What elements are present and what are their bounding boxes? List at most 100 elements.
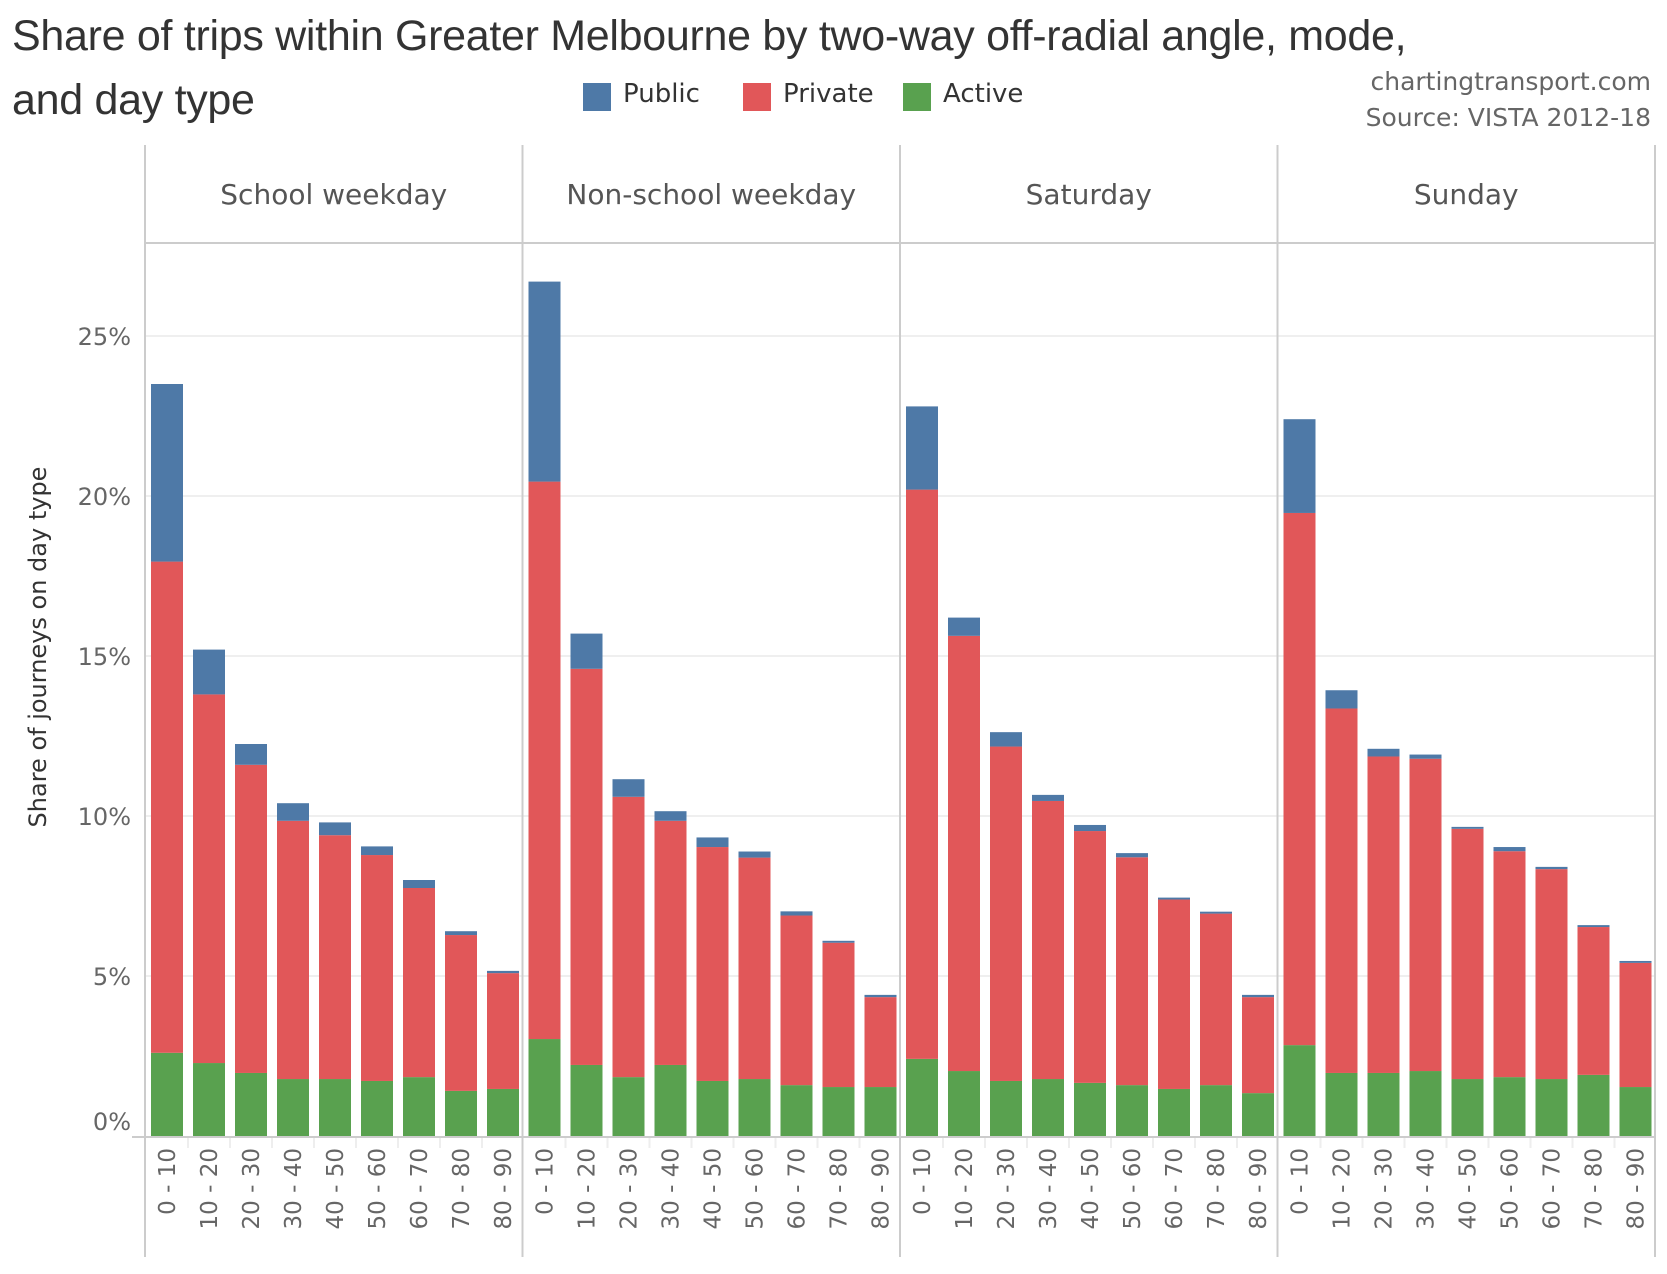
bar-segment-public <box>906 406 938 490</box>
legend-swatch-public <box>583 83 611 111</box>
bar-segment-private <box>570 668 603 1065</box>
bar-segment-private <box>948 635 980 1072</box>
bar-segment-private <box>528 481 561 1040</box>
bar-segment-private <box>445 935 477 1091</box>
bar-segment-active <box>1200 1085 1232 1136</box>
x-tick-label: 80 - 90 <box>1624 1148 1650 1229</box>
bar-segment-active <box>1074 1082 1106 1136</box>
y-tick-label: 15% <box>78 643 131 671</box>
bar-segment-active <box>1032 1079 1064 1136</box>
bar-segment-public <box>361 846 393 856</box>
bar-segment-private <box>822 942 855 1088</box>
bar-segment-public <box>1409 754 1442 759</box>
bar-segment-public <box>864 994 897 998</box>
x-tick-label: 20 - 30 <box>239 1148 265 1229</box>
bar-segment-active <box>1158 1088 1190 1136</box>
bar-segment-public <box>1325 690 1358 709</box>
bar-segment-active <box>822 1087 855 1136</box>
bar-segment-active <box>864 1087 897 1136</box>
legend-swatch-private <box>743 83 771 111</box>
bar-segment-public <box>1200 911 1232 914</box>
x-tick-label: 20 - 30 <box>994 1148 1020 1229</box>
x-tick-label: 50 - 60 <box>365 1148 391 1229</box>
bar-segment-private <box>1535 869 1568 1080</box>
bar-segment-active <box>780 1085 813 1136</box>
bar-segment-public <box>277 803 309 821</box>
legend-label-active: Active <box>943 79 1024 109</box>
x-tick-label: 10 - 20 <box>197 1148 223 1229</box>
bar-segment-public <box>1577 925 1610 928</box>
bar-segment-active <box>319 1079 351 1136</box>
bar-segment-private <box>1116 857 1148 1086</box>
bar-segment-active <box>1493 1077 1526 1136</box>
chart-title: Share of trips within Greater Melbourne … <box>12 4 1652 132</box>
x-tick-label: 40 - 50 <box>323 1148 349 1229</box>
credit-site: chartingtransport.com <box>1370 67 1651 96</box>
bar-segment-private <box>1283 512 1316 1046</box>
x-tick-label: 80 - 90 <box>1246 1148 1272 1229</box>
panel-title: Sunday <box>1414 178 1519 211</box>
x-tick-label: 10 - 20 <box>952 1148 978 1229</box>
bar-segment-active <box>1367 1072 1400 1136</box>
bar-segment-private <box>193 694 225 1064</box>
bar-segment-private <box>696 847 729 1081</box>
bar-segment-active <box>1451 1079 1484 1136</box>
bar-segment-active <box>1409 1071 1442 1136</box>
x-tick-label: 40 - 50 <box>1456 1148 1482 1229</box>
bar-segment-public <box>1032 794 1064 801</box>
bar-segment-private <box>1158 899 1190 1089</box>
panel-title: School weekday <box>220 178 447 211</box>
x-tick-label: 60 - 70 <box>785 1148 811 1229</box>
bar-segment-active <box>277 1079 309 1136</box>
x-tick-label: 10 - 20 <box>575 1148 601 1229</box>
bar-segment-private <box>487 973 519 1089</box>
bar-segment-active <box>361 1080 393 1136</box>
bar-segment-active <box>696 1080 729 1136</box>
bar-segment-active <box>445 1090 477 1136</box>
bar-segment-active <box>1116 1085 1148 1136</box>
bar-segment-public <box>528 281 561 482</box>
bar-segment-private <box>612 796 645 1078</box>
bar-segment-active <box>990 1080 1022 1136</box>
y-tick-label: 10% <box>78 803 131 831</box>
y-tick-label: 0% <box>93 1108 131 1136</box>
bar-segment-active <box>1577 1074 1610 1136</box>
bar-segment-public <box>948 617 980 636</box>
bar-segment-private <box>1577 927 1610 1075</box>
bar-segment-active <box>528 1039 561 1136</box>
bars <box>151 281 1652 1136</box>
y-axis-title: Share of journeys on day type <box>24 467 52 828</box>
legend-label-public: Public <box>623 79 700 109</box>
x-tick-label: 60 - 70 <box>1162 1148 1188 1229</box>
x-tick-label: 30 - 40 <box>1036 1148 1062 1229</box>
panel-saturday <box>906 406 1274 1136</box>
bar-segment-private <box>277 820 309 1080</box>
x-tick-label: 0 - 10 <box>910 1148 936 1215</box>
x-tick-label: 60 - 70 <box>1540 1148 1566 1229</box>
bar-segment-private <box>319 835 351 1080</box>
bar-segment-public <box>1367 748 1400 757</box>
x-tick-label: 70 - 80 <box>449 1148 475 1229</box>
panel-school-weekday <box>151 384 519 1136</box>
bar-segment-public <box>990 732 1022 747</box>
bar-segment-public <box>1535 866 1568 870</box>
bar-segment-public <box>738 851 771 858</box>
x-tick-label: 0 - 10 <box>533 1148 559 1215</box>
x-tick-label: 50 - 60 <box>1498 1148 1524 1229</box>
x-tick-label: 50 - 60 <box>743 1148 769 1229</box>
x-tick-label: 20 - 30 <box>617 1148 643 1229</box>
bar-segment-active <box>487 1088 519 1136</box>
bar-segment-private <box>1032 800 1064 1080</box>
x-tick-label: 30 - 40 <box>659 1148 685 1229</box>
x-tick-label: 40 - 50 <box>701 1148 727 1229</box>
bar-segment-private <box>1325 708 1358 1073</box>
chart-title-line-2: and day type <box>12 76 255 124</box>
bar-segment-private <box>780 915 813 1086</box>
panel-sunday <box>1283 419 1652 1136</box>
bar-segment-private <box>1619 962 1652 1088</box>
bar-segment-active <box>948 1071 980 1136</box>
credit: chartingtransport.com Source: VISTA 2012… <box>1366 64 1651 136</box>
legend-label-private: Private <box>783 79 874 109</box>
bar-segment-public <box>487 970 519 974</box>
